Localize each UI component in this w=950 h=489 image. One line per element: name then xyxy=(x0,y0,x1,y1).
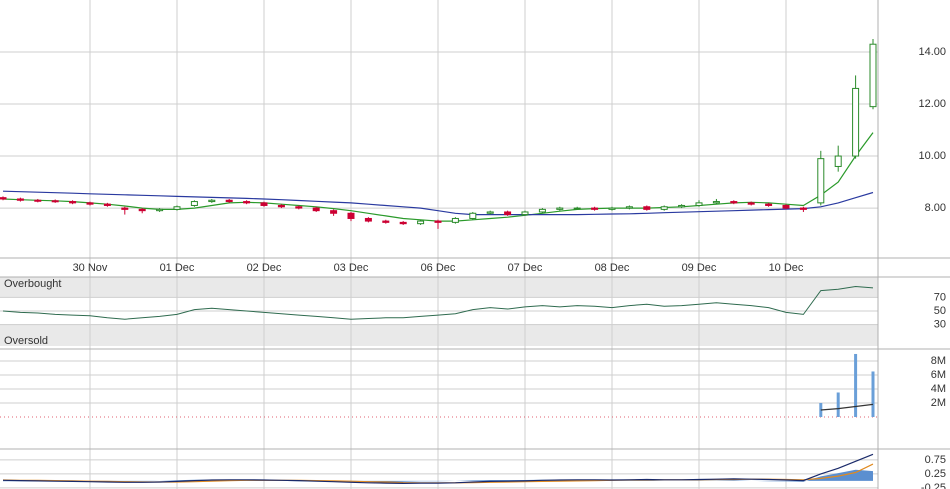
candle-body xyxy=(156,208,164,212)
oversold-zone xyxy=(0,324,878,346)
x-tick-label: 03 Dec xyxy=(334,262,369,274)
candle-body xyxy=(173,206,181,210)
candle-body xyxy=(295,206,303,209)
candle-body xyxy=(86,202,94,205)
candle-body xyxy=(260,202,268,206)
candle-body xyxy=(434,220,442,223)
y-tick-label: -0.25 xyxy=(921,482,946,489)
y-tick-label: 6M xyxy=(931,369,946,381)
volume-bar xyxy=(854,353,858,417)
candle-body xyxy=(625,206,633,209)
candle-body xyxy=(817,158,825,204)
candle-body xyxy=(208,199,216,203)
candle-body xyxy=(643,206,651,210)
candle-body xyxy=(765,203,773,206)
candle-body xyxy=(591,207,599,210)
candle-body xyxy=(399,221,407,225)
candle-body xyxy=(330,210,338,214)
x-tick-label: 09 Dec xyxy=(682,262,717,274)
candle-body xyxy=(695,202,703,206)
y-tick-label: 0.75 xyxy=(925,454,946,466)
candle-body xyxy=(538,208,546,213)
y-tick-label: 70 xyxy=(934,291,946,303)
candle-body xyxy=(712,201,720,204)
candle-body xyxy=(869,43,877,108)
y-tick-label: 8M xyxy=(931,355,946,367)
candle-body xyxy=(312,207,320,212)
candle-body xyxy=(556,207,564,210)
candle-body xyxy=(69,201,77,204)
x-tick-label: 30 Nov xyxy=(73,262,108,274)
x-tick-label: 06 Dec xyxy=(421,262,456,274)
x-tick-label: 10 Dec xyxy=(769,262,804,274)
candle-body xyxy=(16,198,24,201)
candle-body xyxy=(364,217,372,222)
candle-body xyxy=(243,201,251,204)
candle-body xyxy=(190,201,198,206)
candle-body xyxy=(573,207,581,210)
candle-body xyxy=(0,197,7,200)
x-tick-label: 08 Dec xyxy=(595,262,630,274)
candle-body xyxy=(504,211,512,216)
candle-body xyxy=(451,217,459,223)
candle-body xyxy=(138,208,146,212)
y-tick-label: 4M xyxy=(931,383,946,395)
candle-body xyxy=(277,204,285,208)
y-tick-label: 30 xyxy=(934,319,946,331)
candle-body xyxy=(121,207,129,210)
candle-body xyxy=(799,207,807,210)
overbought-zone xyxy=(0,277,878,297)
candle-body xyxy=(852,87,860,157)
macd-line xyxy=(2,453,874,485)
y-tick-label: 10.00 xyxy=(918,150,946,162)
candle-body xyxy=(730,201,738,204)
candle-body xyxy=(678,204,686,208)
candle-body xyxy=(486,211,494,214)
volume-average xyxy=(820,403,874,411)
y-tick-label: 14.00 xyxy=(918,46,946,58)
volume-bar xyxy=(871,371,875,417)
candle-body xyxy=(34,199,42,202)
candle-body xyxy=(51,200,59,203)
candle-body xyxy=(417,220,425,225)
candle-body xyxy=(834,155,842,167)
candle-body xyxy=(347,212,355,219)
y-tick-label: 50 xyxy=(934,305,946,317)
moving-average xyxy=(2,190,874,216)
candle-body xyxy=(225,199,233,203)
overbought-label: Overbought xyxy=(4,278,61,290)
candle-body xyxy=(469,212,477,219)
candle-body xyxy=(608,207,616,210)
candle-body xyxy=(747,202,755,205)
x-tick-label: 07 Dec xyxy=(508,262,543,274)
candle-body xyxy=(782,204,790,209)
y-tick-label: 8.00 xyxy=(925,202,946,214)
candle-body xyxy=(660,206,668,210)
x-tick-label: 02 Dec xyxy=(247,262,282,274)
y-tick-label: 0.25 xyxy=(925,468,946,480)
candle-body xyxy=(103,203,111,206)
y-tick-label: 12.00 xyxy=(918,98,946,110)
oversold-label: Oversold xyxy=(4,335,48,347)
y-tick-label: 2M xyxy=(931,397,946,409)
candle-body xyxy=(382,220,390,223)
rsi-line xyxy=(2,285,874,320)
volume-bar xyxy=(836,392,840,417)
candle-body xyxy=(521,211,529,216)
x-tick-label: 01 Dec xyxy=(160,262,195,274)
